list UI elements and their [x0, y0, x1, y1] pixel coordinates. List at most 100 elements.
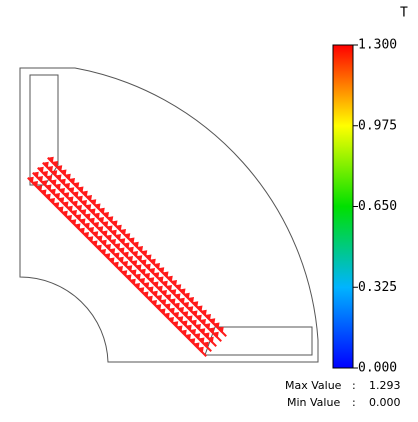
arrow-head: [70, 219, 77, 226]
arrow-head: [84, 213, 91, 220]
arrow-head: [104, 253, 111, 260]
arrow-head: [208, 327, 215, 334]
colon: :: [352, 396, 356, 409]
arrow-head: [56, 165, 63, 172]
max-value: 1.293: [369, 379, 401, 392]
arrow-head: [53, 202, 60, 209]
arrow-head: [144, 273, 151, 280]
arrow-head: [138, 287, 145, 294]
arrow-head: [148, 277, 155, 284]
arrow-head: [213, 322, 220, 329]
arrow-head: [27, 176, 34, 183]
arrow-head: [77, 186, 84, 193]
arrow-head: [71, 200, 78, 207]
arrow-head: [134, 273, 141, 280]
arrow-head: [178, 307, 185, 314]
arrow-head: [68, 187, 75, 194]
arrow-head: [166, 275, 173, 282]
arrow-head: [195, 314, 202, 321]
arrow-head: [37, 166, 44, 173]
slot-left: [29, 74, 59, 186]
arrow-head: [182, 311, 189, 318]
arrow-head: [96, 235, 103, 242]
arrow-head: [88, 217, 95, 224]
arrow-head: [59, 178, 66, 185]
arrow-head: [47, 156, 54, 163]
arrow-head: [125, 274, 132, 281]
colon: :: [352, 379, 356, 392]
arrow-head: [132, 251, 139, 258]
tick-label: 1.300: [358, 38, 397, 53]
arrow-head: [106, 225, 113, 232]
arrow-head: [111, 220, 118, 227]
arrow-head: [113, 252, 120, 259]
arrow-head: [209, 318, 216, 325]
arrow-head: [193, 342, 200, 349]
arrow-head: [185, 324, 192, 331]
arrow-head: [51, 170, 58, 177]
arrow-head: [44, 193, 51, 200]
arrow-head: [137, 246, 144, 253]
arrow-head: [126, 265, 133, 272]
arrow-head: [64, 173, 71, 180]
arrow-head: [185, 334, 192, 341]
arrow-head: [197, 346, 204, 353]
arrow-head: [143, 282, 150, 289]
arrow-head: [183, 302, 190, 309]
arrow-head: [90, 199, 97, 206]
stator-outline: [19, 67, 319, 363]
arrow-head: [161, 280, 168, 287]
arrow-head: [160, 299, 167, 306]
tick-label: 0.325: [358, 280, 397, 295]
arrow-head: [136, 255, 143, 262]
arrow-head: [64, 183, 71, 190]
arrow-head: [159, 308, 166, 315]
arrow-head: [141, 250, 148, 257]
arrow-head: [129, 278, 136, 285]
arrow-head: [75, 214, 82, 221]
arrow-head: [139, 278, 146, 285]
arrow-head: [63, 192, 70, 199]
arrow-head: [128, 237, 135, 244]
arrow-head: [199, 328, 206, 335]
arrow-head: [54, 183, 61, 190]
arrow-head: [49, 188, 56, 195]
arrow-head: [76, 205, 83, 212]
arrow-head: [132, 241, 139, 248]
arrow-head: [81, 190, 88, 197]
arrow-head: [42, 171, 49, 178]
arrow-head: [41, 180, 48, 187]
arrow-head: [45, 184, 52, 191]
arrow-head: [164, 303, 171, 310]
arrow-head: [181, 320, 188, 327]
arrow-head: [60, 169, 67, 176]
arrow-head: [119, 238, 126, 245]
arrow-head: [183, 292, 190, 299]
slot-bottom: [204, 326, 313, 356]
arrow-head: [71, 210, 78, 217]
tick-label: 0.000: [358, 361, 397, 376]
arrow-head: [173, 312, 180, 319]
arrow-head: [190, 329, 197, 336]
arrow-head: [155, 304, 162, 311]
arrow-head: [97, 226, 104, 233]
arrow-head: [207, 336, 214, 343]
arrow-head: [46, 175, 53, 182]
arrow-head: [94, 203, 101, 210]
max-label: Max Value: [285, 379, 342, 392]
arrow-head: [110, 229, 117, 236]
arrow-head: [88, 227, 95, 234]
arrow-head: [178, 297, 185, 304]
arrow-head: [131, 260, 138, 267]
arrow-head: [98, 207, 105, 214]
arrow-head: [69, 178, 76, 185]
arrow-head: [122, 261, 129, 268]
arrow-head: [55, 174, 62, 181]
arrow-head: [157, 276, 164, 283]
tick-label: 0.975: [358, 118, 397, 133]
arrow-head: [87, 236, 94, 243]
arrow-head: [91, 240, 98, 247]
arrow-head: [32, 171, 39, 178]
arrow-head: [187, 306, 194, 313]
arrow-head: [120, 229, 127, 236]
